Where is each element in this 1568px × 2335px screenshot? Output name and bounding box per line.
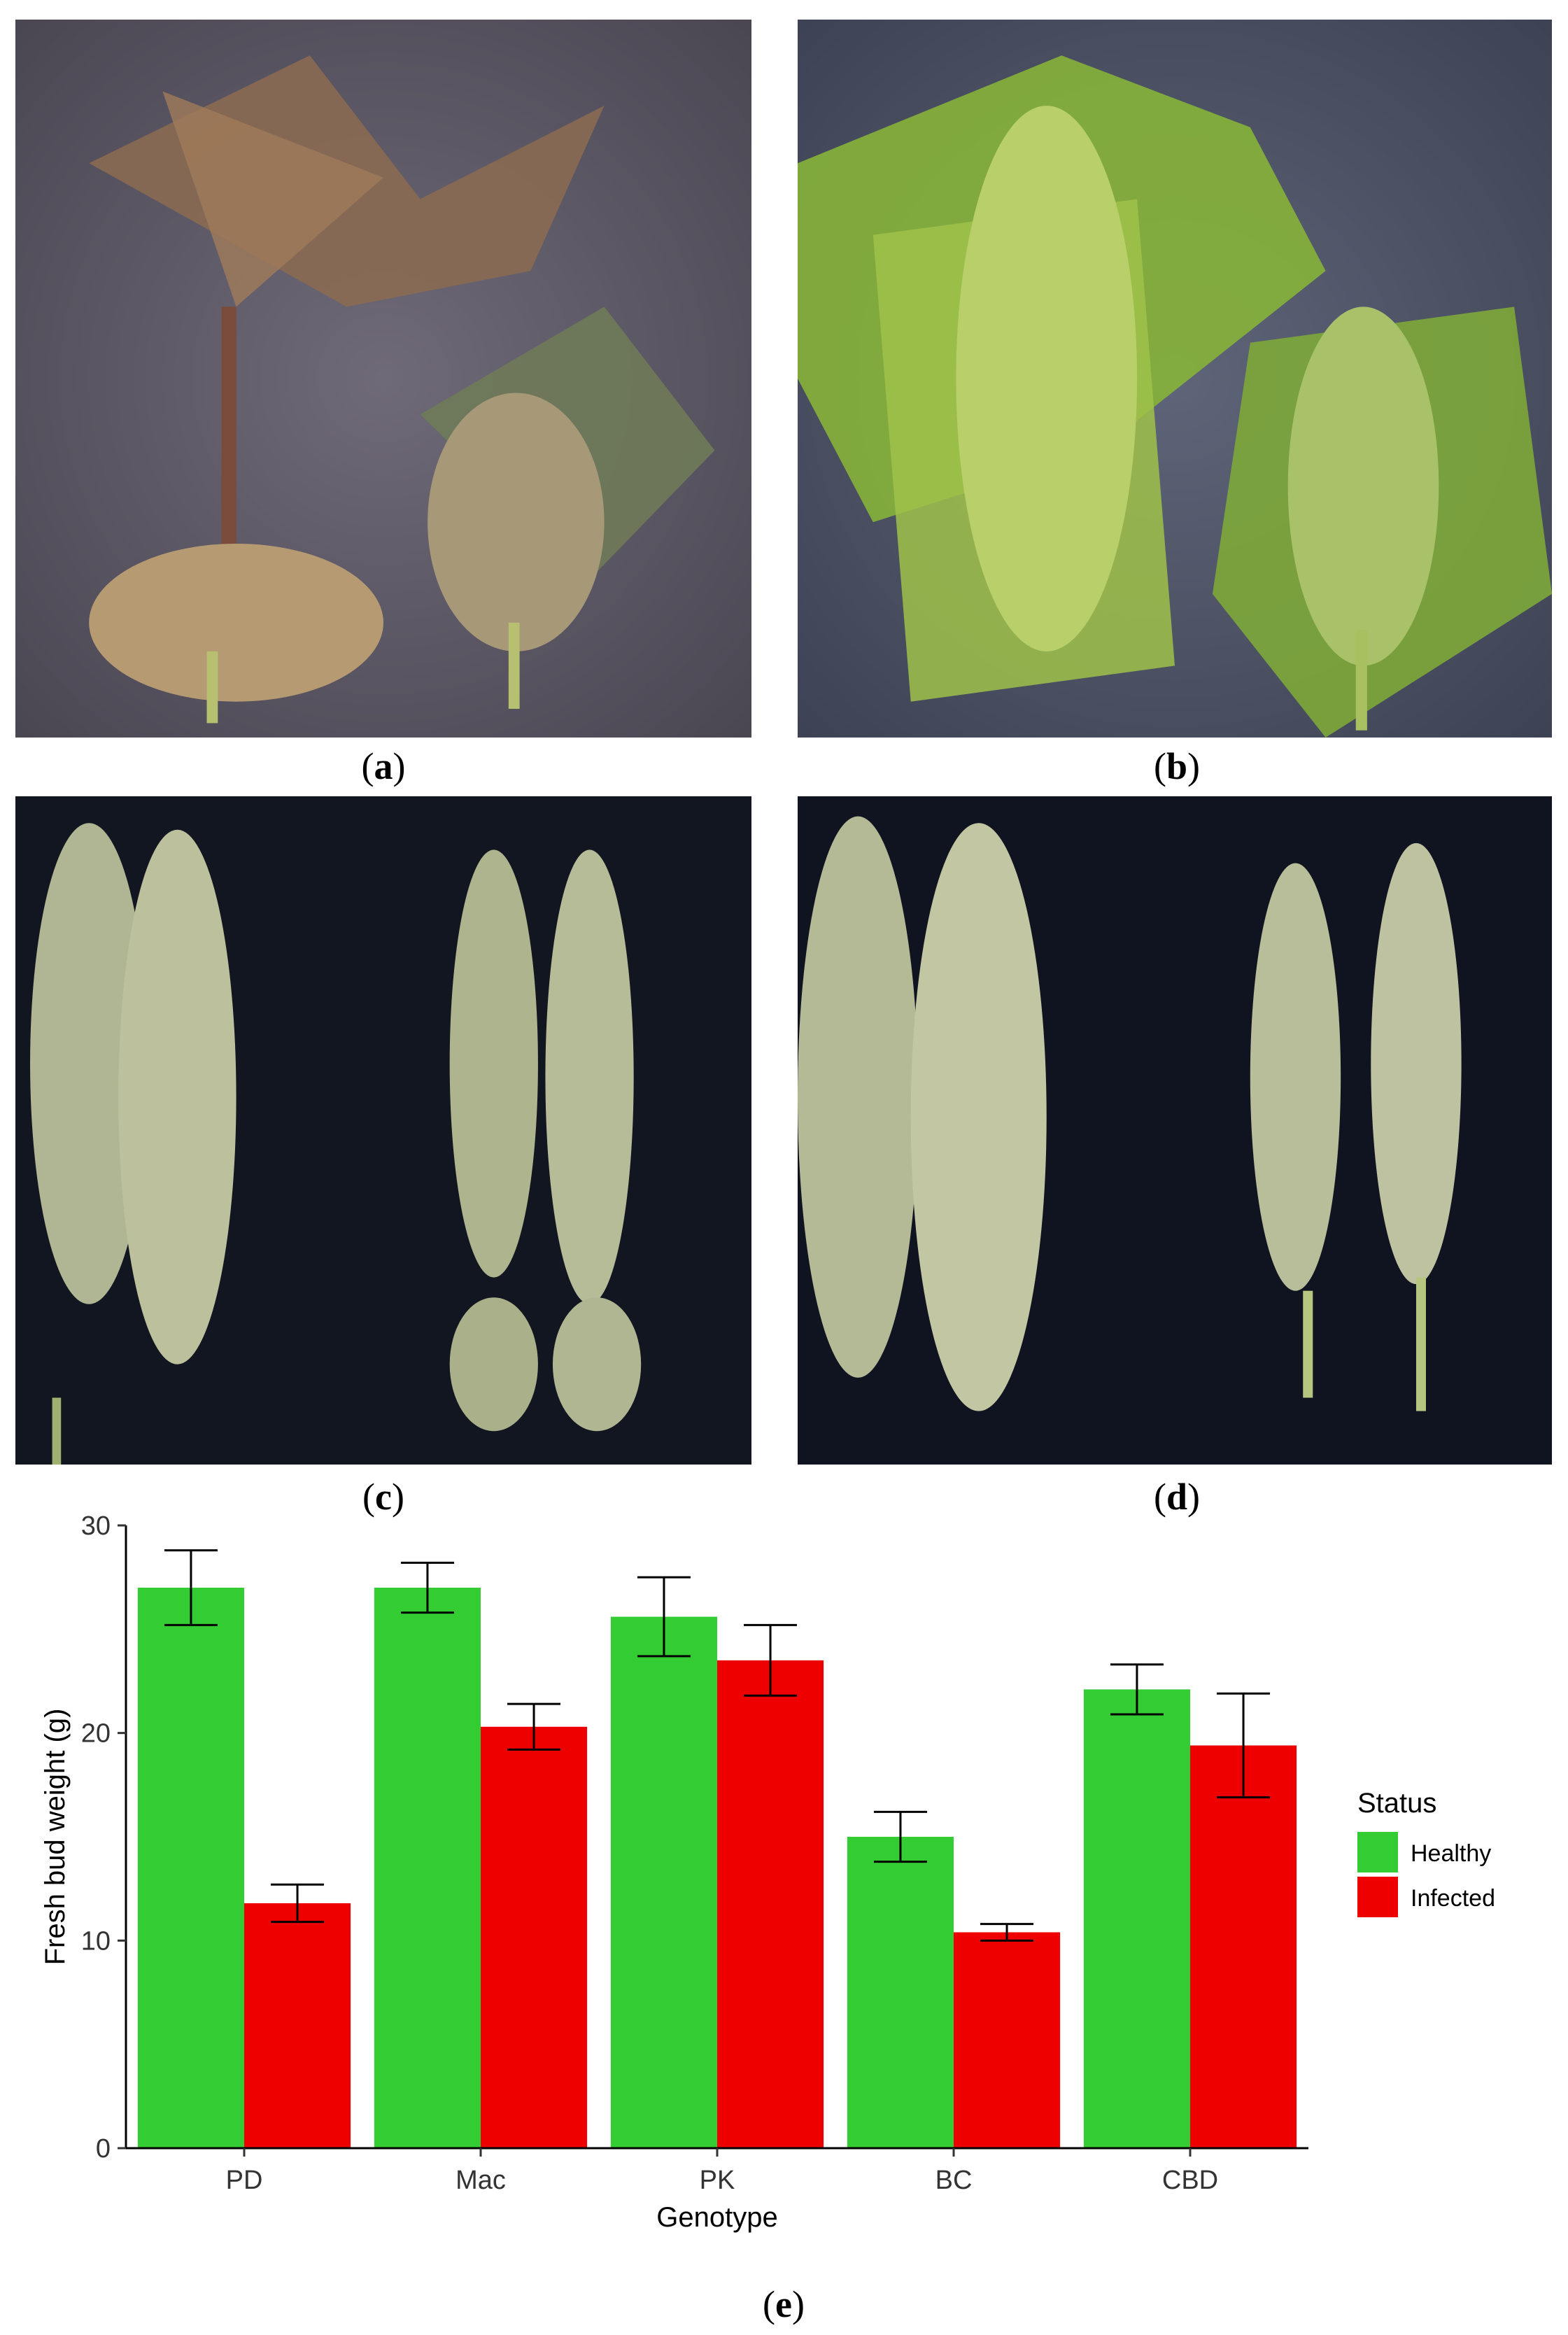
bar-healthy-bc [847, 1837, 954, 2147]
caption-b: (b) [1153, 745, 1200, 787]
legend-swatch-healthy [1357, 1832, 1398, 1872]
bar-infected-pk [717, 1660, 824, 2147]
bud-photo-d [798, 796, 1552, 1465]
caption-c: (c) [362, 1476, 404, 1518]
legend-title: Status [1357, 1788, 1436, 1819]
bar-healthy-mac [374, 1588, 481, 2147]
photo-panel-b [798, 20, 1552, 738]
bar-healthy-cbd [1083, 1689, 1190, 2147]
bar-infected-pd [244, 1903, 351, 2147]
bar-infected-bc [954, 1932, 1061, 2147]
bud-photo-c [15, 796, 751, 1465]
x-axis-title: Genotype [656, 2202, 777, 2233]
y-tick-label: 20 [81, 1719, 111, 1749]
plant-photo-b [798, 20, 1552, 738]
legend-label-infected: Infected [1411, 1885, 1495, 1912]
bar-healthy-pk [610, 1616, 717, 2147]
bar-infected-cbd [1190, 1745, 1297, 2147]
y-axis-title: Fresh bud weight (g) [40, 1709, 71, 1966]
y-tick-label: 0 [96, 2134, 111, 2164]
legend-swatch-infected [1357, 1877, 1398, 1917]
x-tick-label: PD [226, 2166, 263, 2195]
caption-a: (a) [361, 745, 406, 787]
plot-area: 0 10 20 30 PD Mac PK BC CBD Genotype Fresh bud wei… [40, 1511, 1308, 2233]
y-tick-label: 10 [81, 1926, 111, 1956]
caption-e: (e) [763, 2283, 805, 2325]
photo-panel-c [15, 796, 751, 1465]
legend: Status Healthy Infected [1357, 1788, 1495, 1917]
bar-healthy-pd [137, 1588, 244, 2147]
plant-photo-a [15, 20, 751, 738]
x-tick-label: Mac [455, 2166, 506, 2195]
photo-panel-a [15, 20, 751, 738]
bud-weight-chart: 0 10 20 30 PD Mac PK BC CBD Genotype Fresh bud wei… [40, 1511, 1495, 2233]
x-tick-label: BC [935, 2166, 973, 2195]
legend-label-healthy: Healthy [1411, 1840, 1491, 1867]
x-tick-label: PK [700, 2166, 735, 2195]
bar-infected-mac [481, 1726, 588, 2147]
y-tick-label: 30 [81, 1511, 111, 1541]
photo-panel-d [798, 796, 1552, 1465]
x-tick-label: CBD [1162, 2166, 1218, 2195]
caption-d: (d) [1153, 1476, 1200, 1518]
